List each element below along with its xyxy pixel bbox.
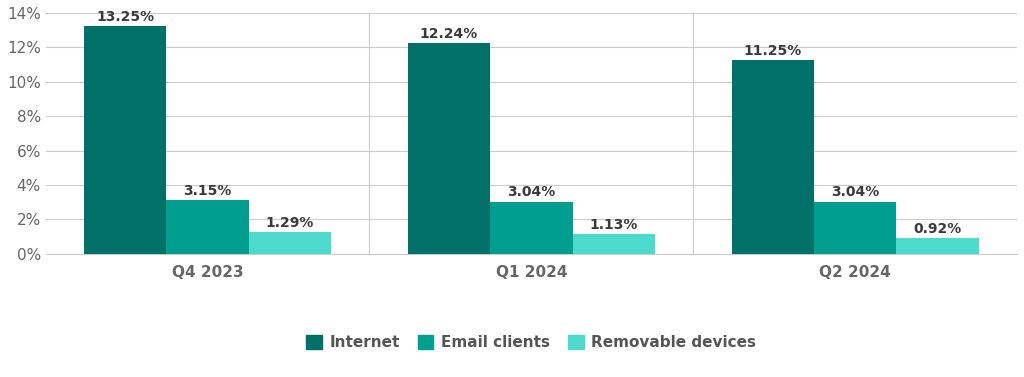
Legend: Internet, Email clients, Removable devices: Internet, Email clients, Removable devic…: [300, 329, 763, 356]
Bar: [166, 200, 249, 254]
Bar: [814, 202, 896, 254]
Text: 1.29%: 1.29%: [266, 216, 314, 230]
Bar: [572, 234, 655, 254]
Bar: [408, 43, 490, 254]
Text: 13.25%: 13.25%: [96, 10, 155, 24]
Text: 3.04%: 3.04%: [831, 185, 880, 199]
Bar: [490, 202, 572, 254]
Text: 1.13%: 1.13%: [590, 218, 638, 232]
Text: 12.24%: 12.24%: [420, 27, 478, 41]
Bar: [731, 60, 814, 254]
Bar: [84, 26, 166, 254]
Bar: [896, 238, 979, 254]
Text: 3.04%: 3.04%: [507, 185, 555, 199]
Text: 3.15%: 3.15%: [183, 184, 231, 198]
Text: 0.92%: 0.92%: [913, 222, 962, 236]
Bar: [249, 231, 331, 254]
Text: 11.25%: 11.25%: [743, 44, 802, 58]
